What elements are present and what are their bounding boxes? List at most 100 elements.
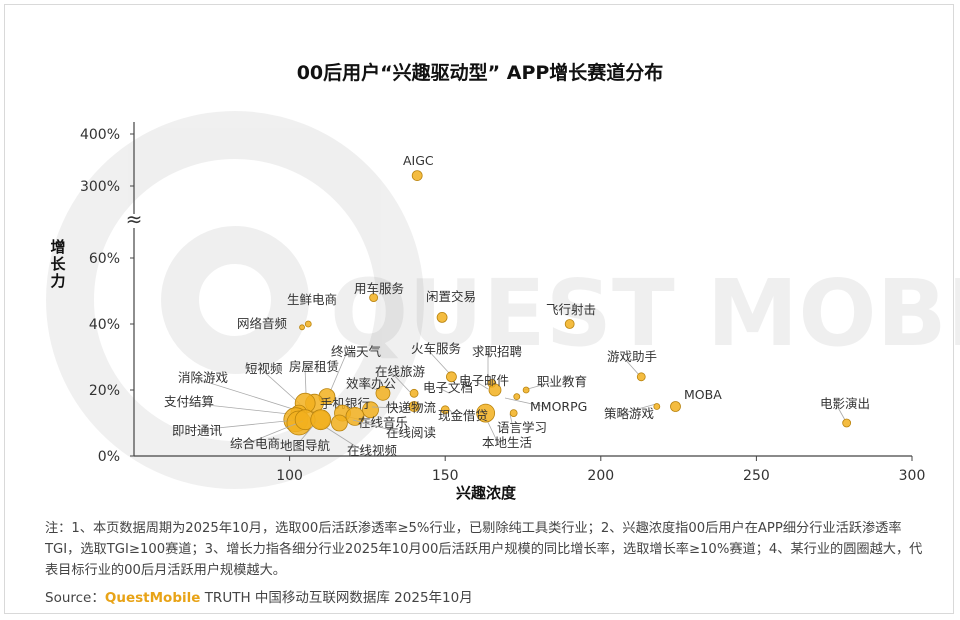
- bubble-point: [409, 388, 419, 398]
- leader-line: [474, 380, 489, 390]
- bubble-point: [375, 385, 391, 401]
- chart-title: 00后用户“兴趣驱动型” APP增长赛道分布: [296, 62, 664, 84]
- bubble-label: 房屋租赁: [289, 359, 339, 374]
- bubble-label: 策略游戏: [604, 406, 654, 421]
- bubble-point: [509, 409, 518, 418]
- bubble-label: 手机银行: [320, 396, 370, 411]
- bubble-point: [436, 311, 448, 323]
- bubble-point: [842, 418, 852, 428]
- figure-frame: [4, 4, 954, 614]
- y-tick-label: 20%: [89, 383, 120, 399]
- bubble-point: [345, 406, 365, 426]
- bubble-label: 本地生活: [482, 435, 532, 450]
- bubble-point: [440, 405, 450, 415]
- bubble-point: [636, 372, 646, 382]
- bubble-label: MMORPG: [530, 399, 587, 414]
- bubble-label: 火车服务: [411, 341, 461, 356]
- y-tick-label: 0%: [98, 449, 120, 465]
- leader-line: [438, 387, 450, 394]
- bubble-point: [369, 293, 379, 303]
- bubble-point: [411, 170, 423, 182]
- bubble-label: 在线旅游: [375, 364, 426, 379]
- bubble-point: [488, 383, 502, 397]
- bubble-label: 终端天气: [331, 344, 382, 359]
- bubble-point: [522, 386, 530, 394]
- bubble-point: [304, 320, 312, 328]
- source-brand: QuestMobile: [104, 590, 201, 606]
- bubble-point: [408, 401, 420, 412]
- leader-line: [449, 409, 455, 417]
- x-axis-label: 兴趣浓度: [456, 484, 517, 502]
- bubble-label: 在线音乐: [358, 415, 408, 430]
- bubble-label: 即时通讯: [172, 423, 223, 438]
- bubble-label: 语言学习: [497, 420, 547, 435]
- leader-line: [835, 403, 846, 421]
- leader-line: [304, 366, 307, 394]
- bubble-chart: QUEST MOBILE ≈100 150 200 250 300 0% 20% 40% 60% 3…: [46, 111, 960, 502]
- bubble-label: 闲置交易: [426, 289, 476, 304]
- bubble-point: [513, 393, 521, 401]
- bubble-label: 快递物流: [386, 400, 437, 415]
- source-line: Source：QuestMobile TRUTH 中国移动互联网数据库 2025…: [45, 586, 473, 606]
- leader-line: [187, 419, 297, 432]
- y-tick-label: 60%: [89, 251, 120, 267]
- bubble-label: 求职招聘: [472, 344, 522, 359]
- leader-line: [426, 348, 451, 375]
- leader-line: [352, 419, 403, 434]
- leader-line: [390, 371, 411, 393]
- leader-line: [509, 413, 514, 429]
- bubble-point: [299, 324, 305, 331]
- leader-line: [193, 377, 297, 411]
- watermark-text: QUEST MOBILE: [330, 260, 960, 367]
- bubble-point: [476, 403, 496, 423]
- bubble-label: 用车服务: [354, 281, 404, 296]
- bubble-point: [310, 409, 332, 431]
- bubble-label: 短视频: [245, 361, 283, 376]
- bubble-label: 现金借贷: [438, 408, 488, 423]
- leader-line: [329, 351, 348, 393]
- bubble-label: 电影演出: [820, 396, 870, 411]
- bubble-label: AIGC: [403, 153, 434, 168]
- y-tick-label: 300%: [80, 179, 120, 195]
- source-text: TRUTH 中国移动互联网数据库 2025年10月: [204, 590, 473, 606]
- x-tick-label: 300: [899, 468, 926, 484]
- bubble-label: 电子邮件: [459, 373, 509, 388]
- bubble-label: 网络音频: [237, 316, 288, 331]
- bubble-label: 效率办公: [346, 376, 397, 391]
- bubble-label: 支付结算: [164, 394, 214, 409]
- bubble-point: [446, 371, 457, 383]
- x-tick-label: 250: [743, 468, 770, 484]
- source-label: Source：: [45, 590, 105, 606]
- x-tick-label: 100: [276, 468, 303, 484]
- bubble-point: [670, 401, 681, 412]
- bubble-point: [362, 401, 379, 419]
- leader-line: [245, 420, 304, 445]
- bubble-label: 职业教育: [537, 374, 587, 389]
- leader-line: [504, 397, 547, 408]
- bubble-label: 电子文档: [423, 380, 473, 395]
- bubble-point: [330, 414, 348, 432]
- bubble-label: 在线视频: [347, 443, 398, 458]
- bubble-label: 生鲜电商: [287, 292, 337, 307]
- leader-line: [260, 368, 301, 405]
- footnote: 注：1、本页数据周期为2025年10月，选取00后活跃渗透率≥5%行业，已剔除纯…: [45, 521, 923, 578]
- bubble-label: 游戏助手: [607, 349, 657, 364]
- x-tick-label: 200: [587, 468, 614, 484]
- y-axis-break-mark: ≈: [126, 207, 143, 231]
- leader-line: [179, 401, 299, 416]
- y-axis-label: 增长力: [50, 238, 66, 290]
- bubble-point: [564, 319, 575, 329]
- bubble-label: 综合电商: [230, 436, 280, 451]
- bubble-label: MOBA: [684, 387, 722, 402]
- x-tick-label: 150: [432, 468, 459, 484]
- bubble-point: [653, 403, 661, 410]
- y-tick-label: 400%: [80, 127, 120, 143]
- bubble-label: 飞行射击: [546, 302, 596, 317]
- bubble-label: 地图导航: [280, 438, 331, 453]
- leader-line: [619, 403, 657, 415]
- y-tick-label: 40%: [89, 317, 120, 333]
- leader-line: [371, 406, 403, 409]
- bubble-label: 消除游戏: [178, 370, 228, 385]
- bubble-label: 在线阅读: [386, 425, 436, 440]
- watermark-logo: [46, 111, 424, 489]
